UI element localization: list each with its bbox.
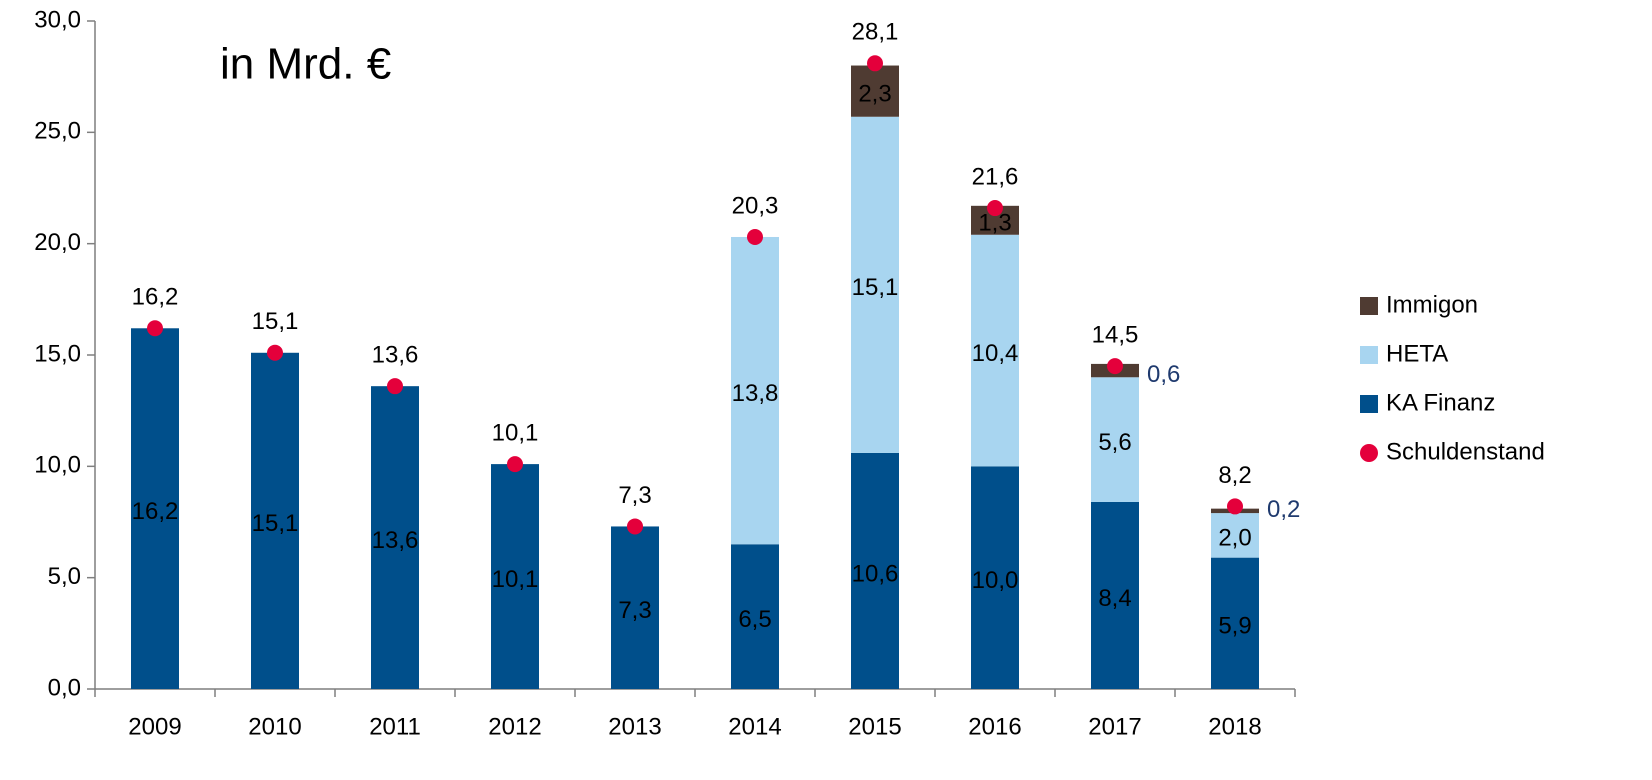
x-tick-label: 2009 — [128, 713, 181, 740]
dot — [267, 344, 283, 361]
dot-label: 8,2 — [1218, 462, 1251, 489]
y-tick-label: 20,0 — [34, 229, 81, 256]
bar-segment — [251, 352, 299, 689]
bar-label: 10,6 — [852, 560, 899, 587]
bar-label: 2,0 — [1218, 525, 1251, 552]
dot — [987, 200, 1003, 217]
bar-segment — [1091, 501, 1139, 689]
y-tick-label: 15,0 — [34, 340, 81, 367]
dot — [1107, 358, 1123, 375]
legend-swatch — [1360, 444, 1378, 462]
bar-label: 13,8 — [732, 380, 779, 407]
bar-segment — [491, 464, 539, 689]
bar-segment — [611, 526, 659, 689]
bar-segment — [971, 234, 1019, 467]
y-tick-label: 5,0 — [48, 563, 81, 590]
bar-segment — [731, 544, 779, 689]
bar-segment — [131, 328, 179, 689]
x-tick-label: 2012 — [488, 713, 541, 740]
bar-label: 5,9 — [1218, 613, 1251, 640]
bar-label: 5,6 — [1098, 429, 1131, 456]
x-tick-label: 2016 — [968, 713, 1021, 740]
dot-label: 16,2 — [132, 284, 179, 311]
x-tick-label: 2014 — [728, 713, 781, 740]
side-label: 0,6 — [1147, 361, 1180, 388]
dot — [147, 320, 163, 337]
side-label: 0,2 — [1267, 496, 1300, 523]
dot — [507, 456, 523, 473]
bar-segment — [1091, 377, 1139, 502]
dot-label: 21,6 — [972, 163, 1019, 190]
bar-segment — [971, 466, 1019, 689]
bar-segment — [851, 452, 899, 689]
y-tick-label: 0,0 — [48, 674, 81, 701]
y-tick-label: 30,0 — [34, 6, 81, 33]
bar-segment — [1211, 557, 1259, 689]
dot — [747, 228, 763, 245]
bar-label: 13,6 — [372, 527, 419, 554]
dot-label: 14,5 — [1092, 321, 1139, 348]
bar-label: 15,1 — [252, 510, 299, 537]
bar-segment — [1211, 513, 1259, 558]
bar-label: 10,1 — [492, 566, 539, 593]
bar-segment — [731, 236, 779, 545]
legend-swatch — [1360, 297, 1378, 315]
legend-label: Schuldenstand — [1386, 438, 1545, 465]
bar-label: 10,4 — [972, 340, 1019, 367]
y-tick-label: 25,0 — [34, 118, 81, 145]
dot — [387, 378, 403, 395]
bar-label: 8,4 — [1098, 585, 1131, 612]
dot-label: 20,3 — [732, 192, 779, 219]
x-tick-label: 2018 — [1208, 713, 1261, 740]
bar-label: 6,5 — [738, 606, 771, 633]
legend-label: KA Finanz — [1386, 389, 1495, 416]
dot — [627, 518, 643, 535]
bar-label: 15,1 — [852, 274, 899, 301]
legend-swatch — [1360, 395, 1378, 413]
bar-label: 16,2 — [132, 498, 179, 525]
y-tick-label: 10,0 — [34, 452, 81, 479]
dot-label: 28,1 — [852, 19, 899, 46]
bar-segment — [851, 65, 899, 117]
dot — [867, 55, 883, 72]
dot-label: 15,1 — [252, 308, 299, 335]
x-tick-label: 2017 — [1088, 713, 1141, 740]
bar-label: 2,3 — [858, 80, 891, 107]
dot-label: 7,3 — [618, 482, 651, 509]
dot — [1227, 498, 1243, 515]
bar-label: 7,3 — [618, 597, 651, 624]
legend-swatch — [1360, 346, 1378, 364]
bar-segment — [371, 386, 419, 689]
annotation: in Mrd. € — [220, 40, 391, 89]
legend-label: HETA — [1386, 340, 1448, 367]
x-tick-label: 2013 — [608, 713, 661, 740]
legend-label: Immigon — [1386, 291, 1478, 318]
bar-label: 10,0 — [972, 567, 1019, 594]
bar-segment — [851, 116, 899, 453]
x-tick-label: 2010 — [248, 713, 301, 740]
x-tick-label: 2015 — [848, 713, 901, 740]
x-tick-label: 2011 — [369, 713, 421, 740]
dot-label: 10,1 — [492, 419, 539, 446]
dot-label: 13,6 — [372, 342, 419, 369]
